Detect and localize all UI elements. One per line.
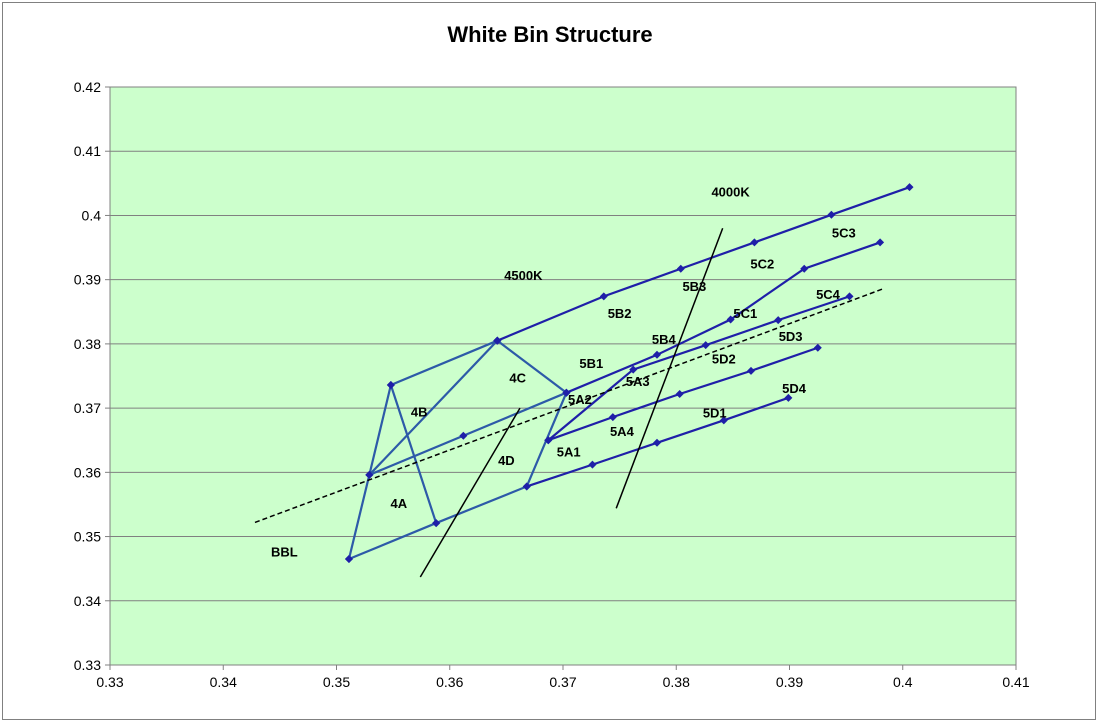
y-tick-label: 0.37	[74, 400, 101, 416]
bin-vertex	[676, 264, 685, 273]
bin-label: 5A1	[557, 445, 581, 460]
bin-vertex	[800, 264, 809, 273]
bin-structure	[344, 183, 914, 564]
bin-edge	[347, 380, 438, 560]
bin-vertex	[750, 238, 759, 247]
x-tick-label: 0.4	[893, 674, 913, 690]
bin-vertex	[344, 555, 353, 564]
y-tick-label: 0.38	[74, 336, 101, 352]
bin-label: 5C1	[733, 306, 757, 321]
bin-vertex	[746, 366, 755, 375]
y-tick-label: 0.42	[74, 79, 101, 95]
x-axis: 0.33 0.34 0.35 0.36 0.37 0.38 0.39 0.4 0.41	[96, 665, 1030, 690]
bin-edge	[368, 339, 569, 476]
bin-vertex	[432, 519, 441, 528]
bin-vertex	[845, 292, 854, 301]
bin-vertex	[652, 350, 661, 359]
bin-vertex	[652, 438, 661, 447]
bin-vertex	[675, 389, 684, 398]
bin-vertex	[784, 393, 793, 402]
plot-area	[109, 86, 1017, 666]
bin-label: 5A4	[610, 424, 635, 439]
bin-vertex	[459, 431, 468, 440]
chart-title: White Bin Structure	[447, 22, 653, 47]
bin-label: 5D4	[782, 381, 807, 396]
bin-vertex	[629, 365, 638, 374]
y-tick-label: 0.4	[82, 207, 102, 223]
bin-vertex	[719, 416, 728, 425]
bin-edge	[496, 186, 910, 342]
bin-vertex	[701, 341, 710, 350]
x-tick-label: 0.34	[210, 674, 237, 690]
x-tick-label: 0.38	[663, 674, 690, 690]
bin-vertex	[599, 292, 608, 301]
bin-vertex	[365, 470, 374, 479]
bin-vertex	[562, 388, 571, 397]
bin-labels: 4A 4B 4C 4D 5A1 5A2 5A3 5A4 5B1 5B2 5B3 5B4 5C1 5C2 5C…	[271, 184, 856, 559]
bin-label: BBL	[271, 545, 298, 560]
4000k-line	[615, 228, 724, 509]
bin-label: 5B4	[652, 332, 677, 347]
bin-vertex	[588, 460, 597, 469]
x-tick-label: 0.33	[96, 674, 123, 690]
x-tick-label: 0.37	[549, 674, 576, 690]
bin-vertex	[544, 436, 553, 445]
bin-label: 5B2	[608, 306, 632, 321]
bin-label: 4A	[390, 496, 407, 511]
bin-vertex	[774, 316, 783, 325]
bin-vertex	[905, 183, 914, 192]
bin-vertex	[386, 380, 395, 389]
bin-label: 5C2	[750, 256, 774, 271]
x-tick-label: 0.41	[1002, 674, 1029, 690]
bin-vertex	[813, 343, 822, 352]
bin-label: 5B1	[579, 356, 603, 371]
y-tick-label: 0.34	[74, 593, 101, 609]
bin-vertex	[493, 336, 502, 345]
bin-vertex	[726, 315, 735, 324]
bin-vertex	[608, 413, 617, 422]
bin-label: 4B	[411, 405, 428, 420]
y-tick-label: 0.33	[74, 657, 101, 673]
y-tick-label: 0.39	[74, 272, 101, 288]
grid-lines	[110, 150, 1016, 602]
bin-label: 5B3	[682, 279, 706, 294]
bin-label: 4500K	[504, 268, 543, 283]
4500k-line	[419, 407, 521, 578]
bin-label: 5D2	[712, 351, 736, 366]
bin-label: 5C3	[832, 226, 856, 241]
bin-vertex	[522, 482, 531, 491]
y-axis: 0.33 0.34 0.35 0.36 0.37 0.38 0.39 0.4 0.41 0.42	[74, 79, 110, 673]
y-tick-label: 0.36	[74, 464, 101, 480]
bin-label: 4000K	[711, 184, 750, 199]
bin-label: 5A2	[568, 392, 592, 407]
x-tick-label: 0.36	[436, 674, 463, 690]
bin-label: 5D1	[703, 405, 727, 420]
bin-label: 4D	[498, 453, 515, 468]
y-tick-label: 0.35	[74, 529, 101, 545]
y-tick-label: 0.41	[74, 143, 101, 159]
x-tick-label: 0.39	[776, 674, 803, 690]
bin-vertex	[876, 238, 885, 247]
bin-label: 5D3	[779, 329, 803, 344]
reference-lines	[254, 228, 884, 578]
bin-label: 5C4	[816, 287, 841, 302]
bin-vertex	[827, 210, 836, 219]
bin-label: 5A3	[626, 374, 650, 389]
bin-label: 4C	[509, 371, 526, 386]
x-tick-label: 0.35	[323, 674, 350, 690]
